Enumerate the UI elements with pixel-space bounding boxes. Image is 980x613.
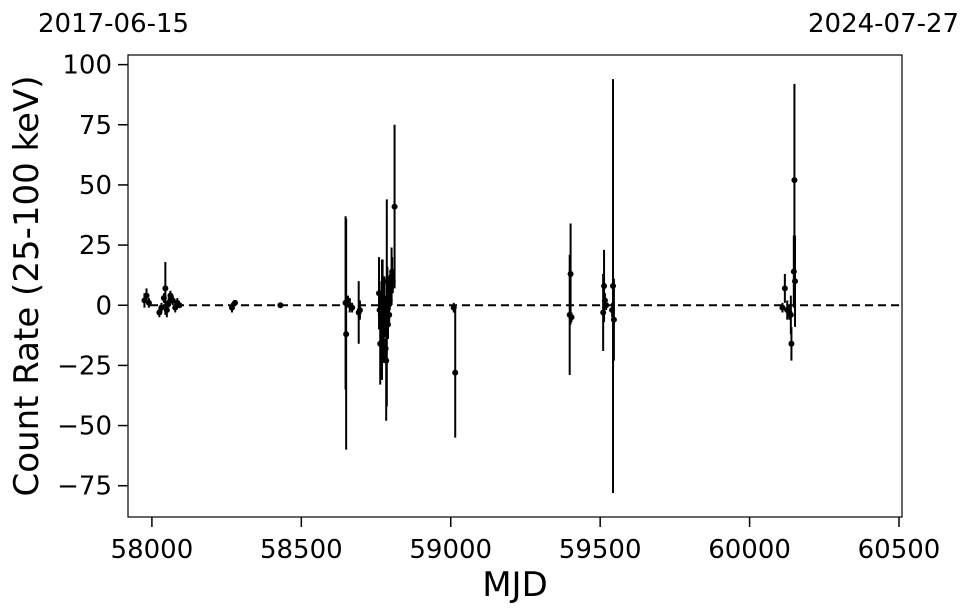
data-point: [158, 304, 165, 311]
x-tick-label: 60500: [858, 535, 941, 565]
x-tick-label: 58500: [260, 535, 343, 565]
plot-frame: [127, 54, 903, 518]
x-tick-label: 58000: [111, 535, 194, 565]
data-point: [791, 177, 798, 184]
x-axis-label: MJD: [482, 565, 548, 605]
y-tick-label: −50: [57, 412, 112, 442]
y-tick-label: −25: [57, 351, 112, 381]
data-point: [162, 285, 169, 292]
data-point: [277, 302, 284, 309]
data-point: [228, 304, 235, 311]
data-point: [349, 304, 356, 311]
x-tick-label: 59500: [559, 535, 642, 565]
y-tick-label: −75: [57, 472, 112, 502]
top-left-date-label: 2017-06-15: [38, 9, 189, 39]
y-axis-label: Count Rate (25-100 keV): [7, 76, 47, 497]
y-tick-label: 75: [79, 111, 112, 141]
data-point: [792, 278, 799, 285]
data-point: [567, 270, 574, 277]
y-tick-label: 0: [95, 291, 112, 321]
data-point: [781, 285, 788, 292]
data-point: [788, 340, 795, 347]
data-points: [141, 79, 799, 493]
data-point: [452, 369, 459, 376]
y-tick-label: 50: [79, 171, 112, 201]
data-point: [163, 307, 170, 314]
data-point: [787, 311, 794, 318]
data-point: [356, 307, 363, 314]
y-axis-ticks: 100 75 50 25 0 −25 −50 −75: [57, 51, 128, 502]
y-tick-label: 100: [62, 51, 112, 81]
data-point: [169, 297, 176, 304]
top-right-date-label: 2024-07-27: [808, 9, 959, 39]
data-point: [568, 314, 575, 321]
data-point: [176, 302, 183, 309]
data-point: [610, 316, 617, 323]
data-point: [343, 331, 350, 338]
data-point: [391, 203, 398, 210]
data-point: [386, 311, 393, 318]
data-point: [603, 302, 610, 309]
data-point: [779, 304, 786, 311]
x-axis-ticks: 58000 58500 59000 59500 60000 60500: [111, 517, 941, 565]
data-point: [231, 299, 238, 306]
x-tick-label: 60000: [708, 535, 791, 565]
data-point: [601, 283, 608, 289]
x-tick-label: 59000: [409, 535, 492, 565]
data-point: [145, 299, 152, 306]
data-point: [143, 292, 150, 299]
y-tick-label: 25: [79, 231, 112, 261]
